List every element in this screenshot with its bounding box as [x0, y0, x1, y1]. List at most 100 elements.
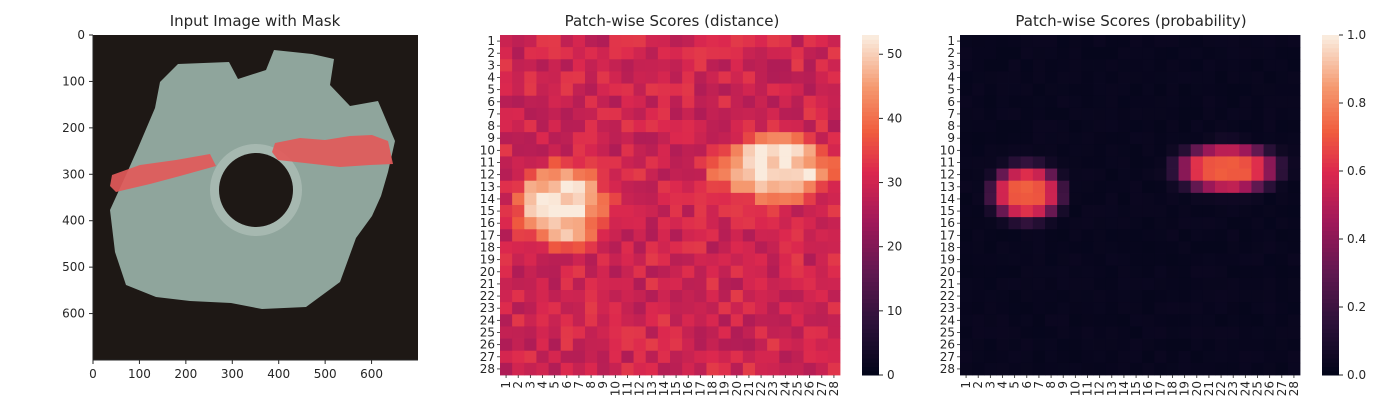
heatmap-cell	[500, 180, 513, 194]
heatmap-cell	[972, 350, 985, 364]
heatmap-cell	[960, 265, 973, 279]
heatmap-cell	[791, 192, 804, 206]
heatmap-cell	[1081, 192, 1094, 206]
heatmap-cell	[670, 338, 683, 352]
heatmap-col-label: 18	[1166, 381, 1180, 396]
heatmap-cell	[1239, 302, 1252, 315]
colorbar-segment	[862, 362, 879, 367]
panel-3-title: Patch-wise Scores (probability)	[1015, 12, 1246, 30]
colorbar-segment	[862, 336, 879, 342]
heatmap-cell	[1117, 83, 1131, 97]
heatmap-cell	[755, 107, 768, 121]
heatmap-cell	[972, 205, 985, 218]
heatmap-cell	[803, 326, 817, 339]
heatmap-cell	[1057, 47, 1070, 60]
colorbar-segment	[1322, 307, 1339, 312]
heatmap-cell	[1142, 132, 1155, 145]
heatmap-cell	[742, 217, 756, 230]
heatmap-row-label: 6	[947, 95, 955, 109]
heatmap-cell	[803, 241, 817, 254]
heatmap-cell	[755, 35, 768, 48]
heatmap-cell	[512, 241, 525, 254]
heatmap-cell	[548, 217, 562, 230]
heatmap-cell	[1117, 180, 1131, 194]
heatmap-cell	[1154, 107, 1167, 121]
heatmap-cell	[742, 95, 756, 109]
heatmap-cell	[742, 205, 756, 218]
heatmap-cell	[560, 277, 574, 291]
heatmap-cell	[1275, 156, 1289, 169]
heatmap-cell	[585, 362, 598, 376]
heatmap-cell	[548, 290, 562, 303]
heatmap-cell	[815, 59, 829, 72]
heatmap-cell	[718, 144, 732, 157]
heatmap-cell	[694, 326, 707, 339]
heatmap-cell	[1081, 180, 1094, 194]
heatmap-cell	[597, 168, 610, 182]
heatmap-cell	[1032, 362, 1046, 376]
heatmap-cell	[548, 192, 562, 206]
heatmap-cell	[972, 95, 985, 109]
heatmap-cell	[706, 120, 719, 133]
heatmap-cell	[670, 95, 683, 109]
heatmap-cell	[512, 71, 525, 84]
heatmap-cell	[609, 338, 622, 352]
heatmap-cell	[1105, 205, 1119, 218]
heatmap-cell	[803, 362, 817, 376]
heatmap-cell	[791, 132, 804, 145]
heatmap-cell	[609, 314, 622, 327]
heatmap-cell	[1202, 290, 1216, 303]
heatmap-cell	[718, 120, 732, 133]
heatmap-cell	[1190, 290, 1204, 303]
heatmap-col-label: 22	[754, 381, 768, 396]
heatmap-cell	[585, 338, 598, 352]
heatmap-cell	[1239, 168, 1252, 182]
colorbar-segment	[862, 230, 879, 236]
colorbar-segment	[1322, 336, 1339, 342]
heatmap-cell	[779, 132, 792, 145]
heatmap-cell	[767, 83, 780, 97]
heatmap-cell	[1008, 338, 1022, 352]
heatmap-cell	[585, 314, 598, 327]
heatmap-cell	[645, 180, 659, 194]
heatmap-cell	[1178, 156, 1192, 169]
heatmap-cell	[1032, 265, 1046, 279]
heatmap-cell	[1045, 47, 1058, 60]
image-x-tick-label: 300	[221, 367, 244, 381]
colorbar-tick-label: 0.0	[1347, 368, 1366, 382]
heatmap-cell	[1166, 83, 1179, 97]
colorbar-segment	[1322, 188, 1339, 193]
heatmap-cell	[682, 302, 695, 315]
heatmap-cell	[742, 253, 756, 267]
heatmap-cell	[1032, 229, 1046, 242]
heatmap-cell	[633, 180, 647, 194]
heatmap-cell	[730, 168, 744, 182]
heatmap-cell	[815, 120, 829, 133]
heatmap-cell	[1251, 144, 1264, 157]
heatmap-cell	[633, 205, 647, 218]
heatmap-cell	[791, 144, 804, 157]
heatmap-cell	[1166, 35, 1179, 48]
heatmap-cell	[597, 265, 610, 279]
heatmap-cell	[548, 107, 562, 121]
heatmap-cell	[755, 314, 768, 327]
heatmap-cell	[742, 120, 756, 133]
heatmap-cell	[996, 156, 1009, 169]
heatmap-cell	[1190, 253, 1204, 267]
heatmap-cell	[621, 350, 634, 364]
heatmap-cell	[1263, 326, 1277, 339]
heatmap-cell	[1008, 253, 1022, 267]
colorbar-segment	[1322, 239, 1339, 244]
heatmap-cell	[718, 253, 732, 267]
heatmap-cell	[972, 217, 985, 230]
heatmap-cell	[960, 302, 973, 315]
heatmap-cell	[1275, 83, 1289, 97]
heatmap-cell	[585, 168, 598, 182]
heatmap-cell	[524, 217, 537, 230]
heatmap-cell	[996, 107, 1009, 121]
heatmap-cell	[779, 47, 792, 60]
heatmap-cell	[1142, 120, 1155, 133]
heatmap-cell	[706, 265, 719, 279]
heatmap-cell	[984, 290, 997, 303]
heatmap-cell	[1032, 192, 1046, 206]
